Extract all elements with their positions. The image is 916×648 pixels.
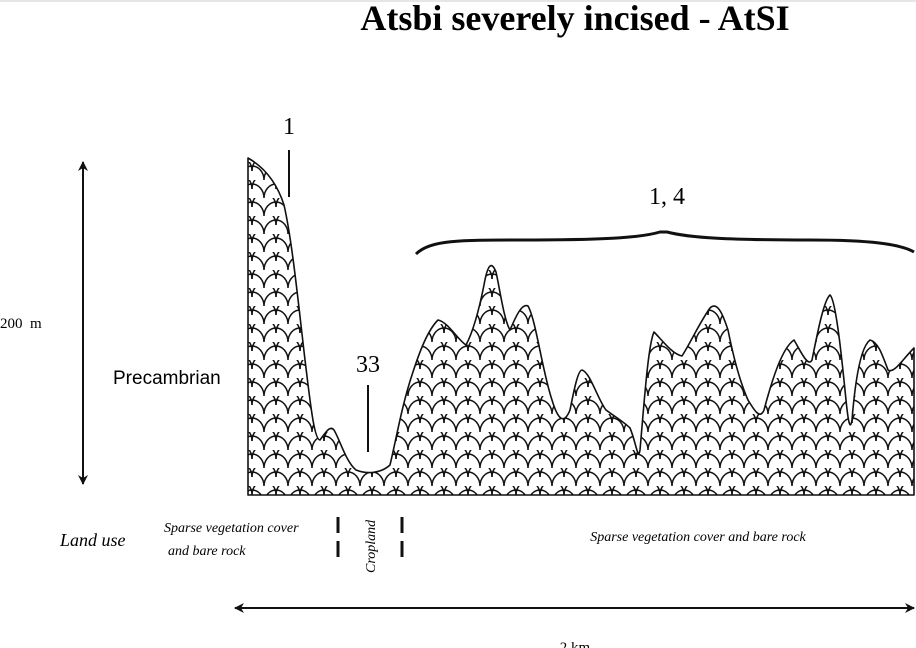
diagram-title: Atsbi severely incised - AtSI [360,0,789,38]
marker-33-label: 33 [356,352,380,378]
geology-label: Precambrian [113,368,221,389]
land-use-heading: Land use [59,530,126,550]
marker-brace-label: 1, 4 [649,184,685,210]
land-use-middle-zone: Cropland [364,519,379,573]
land-use-left-zone-line1: Sparse vegetation cover [164,521,299,536]
terrain-profile [247,157,915,496]
brace [414,230,915,256]
vertical-scale-label: 200 m [0,316,42,332]
land-use-left-zone-line2: and bare rock [168,544,246,559]
marker-1-label: 1 [283,114,295,140]
horizontal-scale-label: 2 km [560,640,591,648]
land-use-right-zone: Sparse vegetation cover and bare rock [590,530,806,545]
